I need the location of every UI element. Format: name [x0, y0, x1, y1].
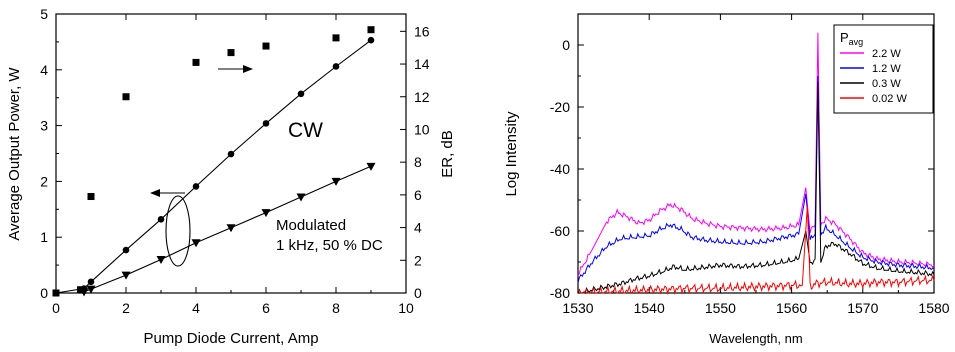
power-chart-y-axis-label: Average Output Power, W — [6, 67, 23, 241]
modulated-data-point — [366, 162, 376, 171]
er-data-point — [52, 289, 60, 297]
y2-tick-label: 14 — [414, 56, 430, 72]
x-tick-label: 1530 — [562, 300, 593, 316]
cw-data-point — [227, 150, 235, 158]
x-tick-label: 2 — [122, 300, 130, 316]
spectrum-chart: 1530 1540 1550 1560 1570 1580 -80 -60 -40 -20 0 Wa… — [503, 13, 950, 346]
series-group-ellipse — [165, 195, 191, 267]
cw-data-point — [157, 216, 165, 223]
x-tick-label: 10 — [398, 300, 414, 316]
y2-tick-label: 2 — [414, 252, 422, 268]
spectrum-chart-ticks: 1530 1540 1550 1560 1570 1580 -80 -60 -40 -20 0 — [550, 14, 950, 316]
legend-entry-label: 2.2 W — [872, 48, 901, 60]
modulated-annotation: Modulated — [276, 217, 346, 234]
y2-tick-label: 12 — [414, 89, 430, 105]
y-tick-label: 0 — [562, 37, 570, 53]
modulated-data-point — [191, 239, 201, 248]
cw-data-point — [122, 246, 130, 254]
modulated-data-point — [86, 285, 96, 294]
er-data-point — [227, 49, 235, 57]
power-chart-y2-axis-label: ER, dB — [439, 130, 456, 178]
y-tick-label: -20 — [550, 99, 570, 115]
x-tick-label: 1540 — [634, 300, 665, 316]
er-data-point — [77, 286, 84, 294]
spectrum-chart-series — [577, 32, 935, 295]
right-axis-arrow — [218, 65, 253, 73]
cw-data-point — [87, 278, 95, 286]
legend-entry-label: 0.3 W — [872, 78, 901, 90]
cw-data-point — [332, 63, 340, 70]
modulation-detail-annotation: 1 kHz, 50 % DC — [276, 237, 383, 254]
spectrum-line-2 — [577, 75, 935, 283]
spectrum-line-3 — [577, 82, 935, 294]
legend-entry-label: 1.2 W — [872, 63, 901, 75]
y2-tick-label: 0 — [414, 285, 422, 301]
x-tick-label: 1560 — [776, 300, 807, 316]
y-tick-label: 4 — [40, 62, 48, 78]
legend-title-main: P — [840, 30, 849, 45]
power-chart-x-axis-label: Pump Diode Current, Amp — [143, 330, 318, 347]
er-data-point — [192, 58, 200, 66]
modulated-data-point — [156, 256, 166, 265]
y-tick-label: 0 — [40, 285, 48, 301]
y-tick-label: -80 — [550, 285, 570, 301]
modulated-data-point — [226, 224, 236, 233]
cw-data-point — [297, 90, 305, 98]
legend-entry-label: 0.02 W — [872, 93, 907, 105]
series-line-cw — [55, 39, 372, 294]
er-data-point — [367, 26, 375, 34]
er-data-point — [122, 93, 130, 101]
cw-annotation: CW — [288, 119, 323, 142]
modulated-data-point — [261, 209, 271, 218]
y2-tick-label: 8 — [414, 154, 422, 170]
spectrum-chart-y-axis-label: Log Intensity — [503, 111, 520, 197]
er-data-point — [262, 42, 270, 50]
er-data-point — [332, 34, 340, 42]
x-tick-label: 6 — [262, 300, 270, 316]
cw-data-point — [367, 36, 375, 44]
y-tick-label: 5 — [40, 6, 48, 22]
y-tick-label: 1 — [40, 229, 48, 245]
y2-tick-label: 4 — [414, 220, 422, 236]
x-tick-label: 1550 — [705, 300, 736, 316]
y2-tick-label: 16 — [414, 23, 430, 39]
modulated-data-point — [296, 193, 306, 202]
spectrum-line-4 — [577, 206, 935, 295]
left-axis-arrow — [150, 189, 185, 197]
legend-title: Pavg — [840, 30, 863, 47]
spectrum-legend: Pavg 2.2 W 1.2 W 0.3 W 0.02 W — [833, 24, 934, 114]
spectrum-chart-x-axis-label: Wavelength, nm — [709, 331, 802, 346]
series-line-modulated — [83, 165, 372, 293]
legend-title-sub: avg — [849, 37, 864, 47]
x-tick-label: 4 — [192, 300, 200, 316]
legend-entries: 2.2 W 1.2 W 0.3 W 0.02 W — [840, 48, 907, 105]
y2-tick-label: 10 — [414, 121, 430, 137]
y-tick-label: -60 — [550, 223, 570, 239]
modulated-data-point — [331, 177, 341, 186]
x-tick-label: 0 — [52, 300, 60, 316]
x-tick-label: 1580 — [918, 300, 949, 316]
spectrum-line-1 — [577, 32, 935, 277]
y-tick-label: 3 — [40, 118, 48, 134]
y2-tick-label: 6 — [414, 187, 422, 203]
x-tick-label: 1570 — [847, 300, 878, 316]
er-data-point — [87, 193, 95, 201]
cw-data-point — [192, 183, 200, 190]
y-tick-label: -40 — [550, 161, 570, 177]
x-tick-label: 8 — [332, 300, 340, 316]
cw-data-point — [262, 120, 270, 127]
y-tick-label: 2 — [40, 173, 48, 189]
modulated-data-point — [121, 271, 131, 280]
power-chart-series — [52, 26, 376, 297]
